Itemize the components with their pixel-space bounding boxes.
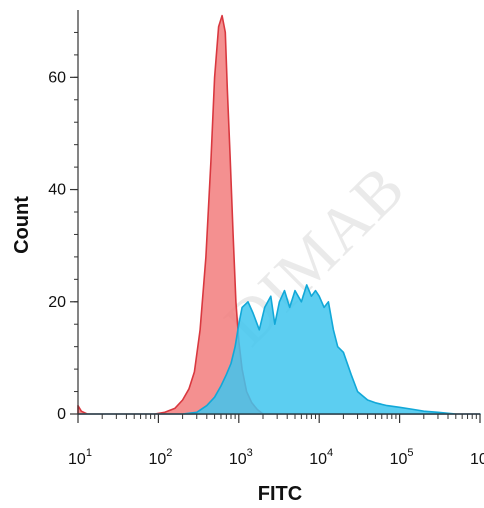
x-tick-label: 102: [148, 447, 172, 468]
axes: 0 20 40 60 101 102 103 104 105 106: [48, 10, 484, 468]
y-axis-title: Count: [11, 196, 33, 254]
x-tick-label: 103: [229, 447, 253, 468]
x-axis-title: FITC: [258, 483, 302, 505]
y-tick-label: 0: [57, 406, 66, 423]
y-tick-label: 40: [48, 182, 66, 199]
series-layer: [77, 14, 481, 415]
histogram-series-2: [77, 284, 481, 415]
x-tick-label: 106: [470, 447, 484, 468]
x-tick-label: 105: [390, 447, 414, 468]
x-tick-label: 101: [68, 447, 92, 468]
x-tick-label: 104: [309, 447, 333, 468]
y-tick-label: 60: [48, 69, 66, 86]
y-tick-label: 20: [48, 294, 66, 311]
